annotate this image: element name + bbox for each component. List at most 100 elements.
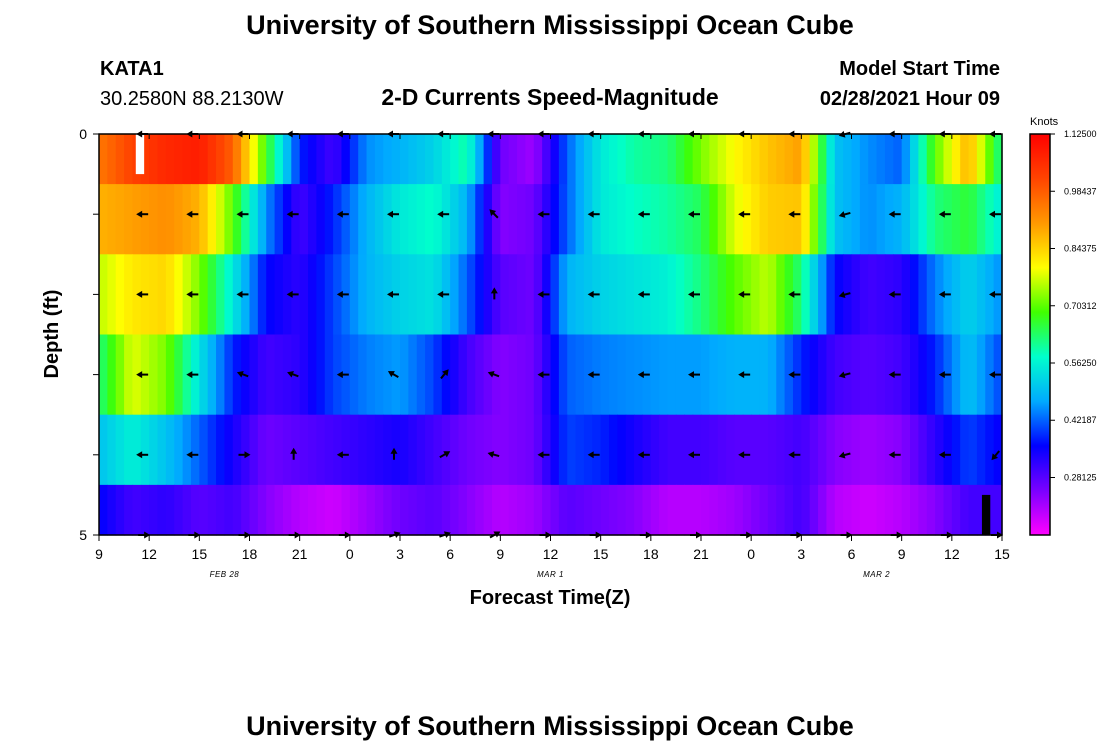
heatmap-cell [525,254,535,336]
heatmap-cell [675,414,685,486]
heatmap-cell [349,184,359,255]
heatmap-cell [299,484,309,536]
heatmap-cell [592,134,602,185]
heatmap-cell [609,184,618,255]
current-arrow [688,371,700,379]
heatmap-cell [165,184,175,255]
heatmap-cell [232,334,242,416]
heatmap-cell [115,254,125,336]
heatmap-cell [199,184,209,255]
heatmap-cell [291,134,301,185]
current-arrow [688,290,700,298]
heatmap-cell [124,134,134,185]
heatmap-cell [675,134,685,185]
heatmap-cell [960,414,970,486]
heatmap-cell [583,484,593,536]
heatmap-cell [767,254,777,336]
heatmap-cell [341,414,351,486]
heatmap-cell [241,414,251,486]
heatmap-cell [475,414,485,486]
heatmap-cell [316,254,326,336]
heatmap-cell [199,334,209,416]
heatmap-cell [182,484,192,536]
colorbar-label: 0.70312 [1064,301,1097,311]
heatmap-cell [333,484,343,536]
heatmap-cell [400,484,409,536]
heatmap-cell [667,414,677,486]
current-arrow [238,451,251,459]
heatmap-cell [500,254,510,336]
x-tick-label: 18 [643,546,659,562]
heatmap-cell [316,184,326,255]
heatmap-cell [249,334,259,416]
heatmap-cell [550,184,560,255]
heatmap-cell [960,254,970,336]
heatmap-cell [717,334,727,416]
heatmap-cell [232,484,242,536]
heatmap-cell [792,184,802,255]
heatmap-cell [684,484,694,536]
heatmap-cell [784,414,794,486]
heatmap-cell [308,134,317,185]
heatmap-cell [834,484,844,536]
heatmap-cell [592,184,602,255]
heatmap-cell [960,484,970,536]
heatmap-cell [491,184,501,255]
heatmap-cell [884,134,894,185]
heatmap-cell [266,254,276,336]
heatmap-cell [826,134,836,185]
heatmap-cell [216,254,226,336]
heatmap-cell [550,334,560,416]
heatmap-cell [475,484,485,536]
heatmap-cell [935,134,945,185]
heatmap-cell [868,334,878,416]
heatmap-cell [115,334,125,416]
heatmap-cell [910,414,919,486]
heatmap-cell [224,484,234,536]
heatmap-cell [525,484,535,536]
heatmap-cell [207,134,217,185]
heatmap-cell [960,134,970,185]
current-arrow [487,451,500,458]
heatmap-cell [818,414,828,486]
heatmap-cell [650,134,660,185]
heatmap-cell [818,134,828,185]
heatmap-cell [701,484,710,536]
heatmap-cell [425,484,435,536]
heatmap-cell [190,134,200,185]
heatmap-cell [416,134,426,185]
heatmap-cell [558,414,568,486]
heatmap-cell [458,254,468,336]
heatmap-cell [851,414,861,486]
heatmap-cell [642,414,652,486]
heatmap-cell [391,184,401,255]
heatmap-cell [717,414,727,486]
heatmap-cell [575,254,585,336]
heatmap-cell [107,134,117,185]
heatmap-cell [274,254,284,336]
current-arrow [838,371,851,379]
heatmap-cell [742,414,752,486]
heatmap-cell [960,184,970,255]
heatmap-cell [316,484,326,536]
heatmap-cell [834,254,844,336]
heatmap-cell [818,484,828,536]
heatmap-cell [491,254,501,336]
heatmap-cell [650,484,660,536]
heatmap-cell [383,334,393,416]
x-tick-label: 9 [898,546,906,562]
heatmap-cell [701,184,710,255]
colorbar-label: 0.42187 [1064,415,1097,425]
heatmap-cell [149,334,159,416]
heatmap-cell [859,134,869,185]
heatmap-cell [876,414,886,486]
heatmap-cell [910,134,919,185]
heatmap-cell [140,414,150,486]
heatmap-cell [876,184,886,255]
heatmap-cell [324,184,334,255]
heatmap-cell [910,254,919,336]
heatmap-cell [107,254,117,336]
heatmap-cell [935,414,945,486]
heatmap-cell [366,484,376,536]
heatmap-cell [124,334,134,416]
